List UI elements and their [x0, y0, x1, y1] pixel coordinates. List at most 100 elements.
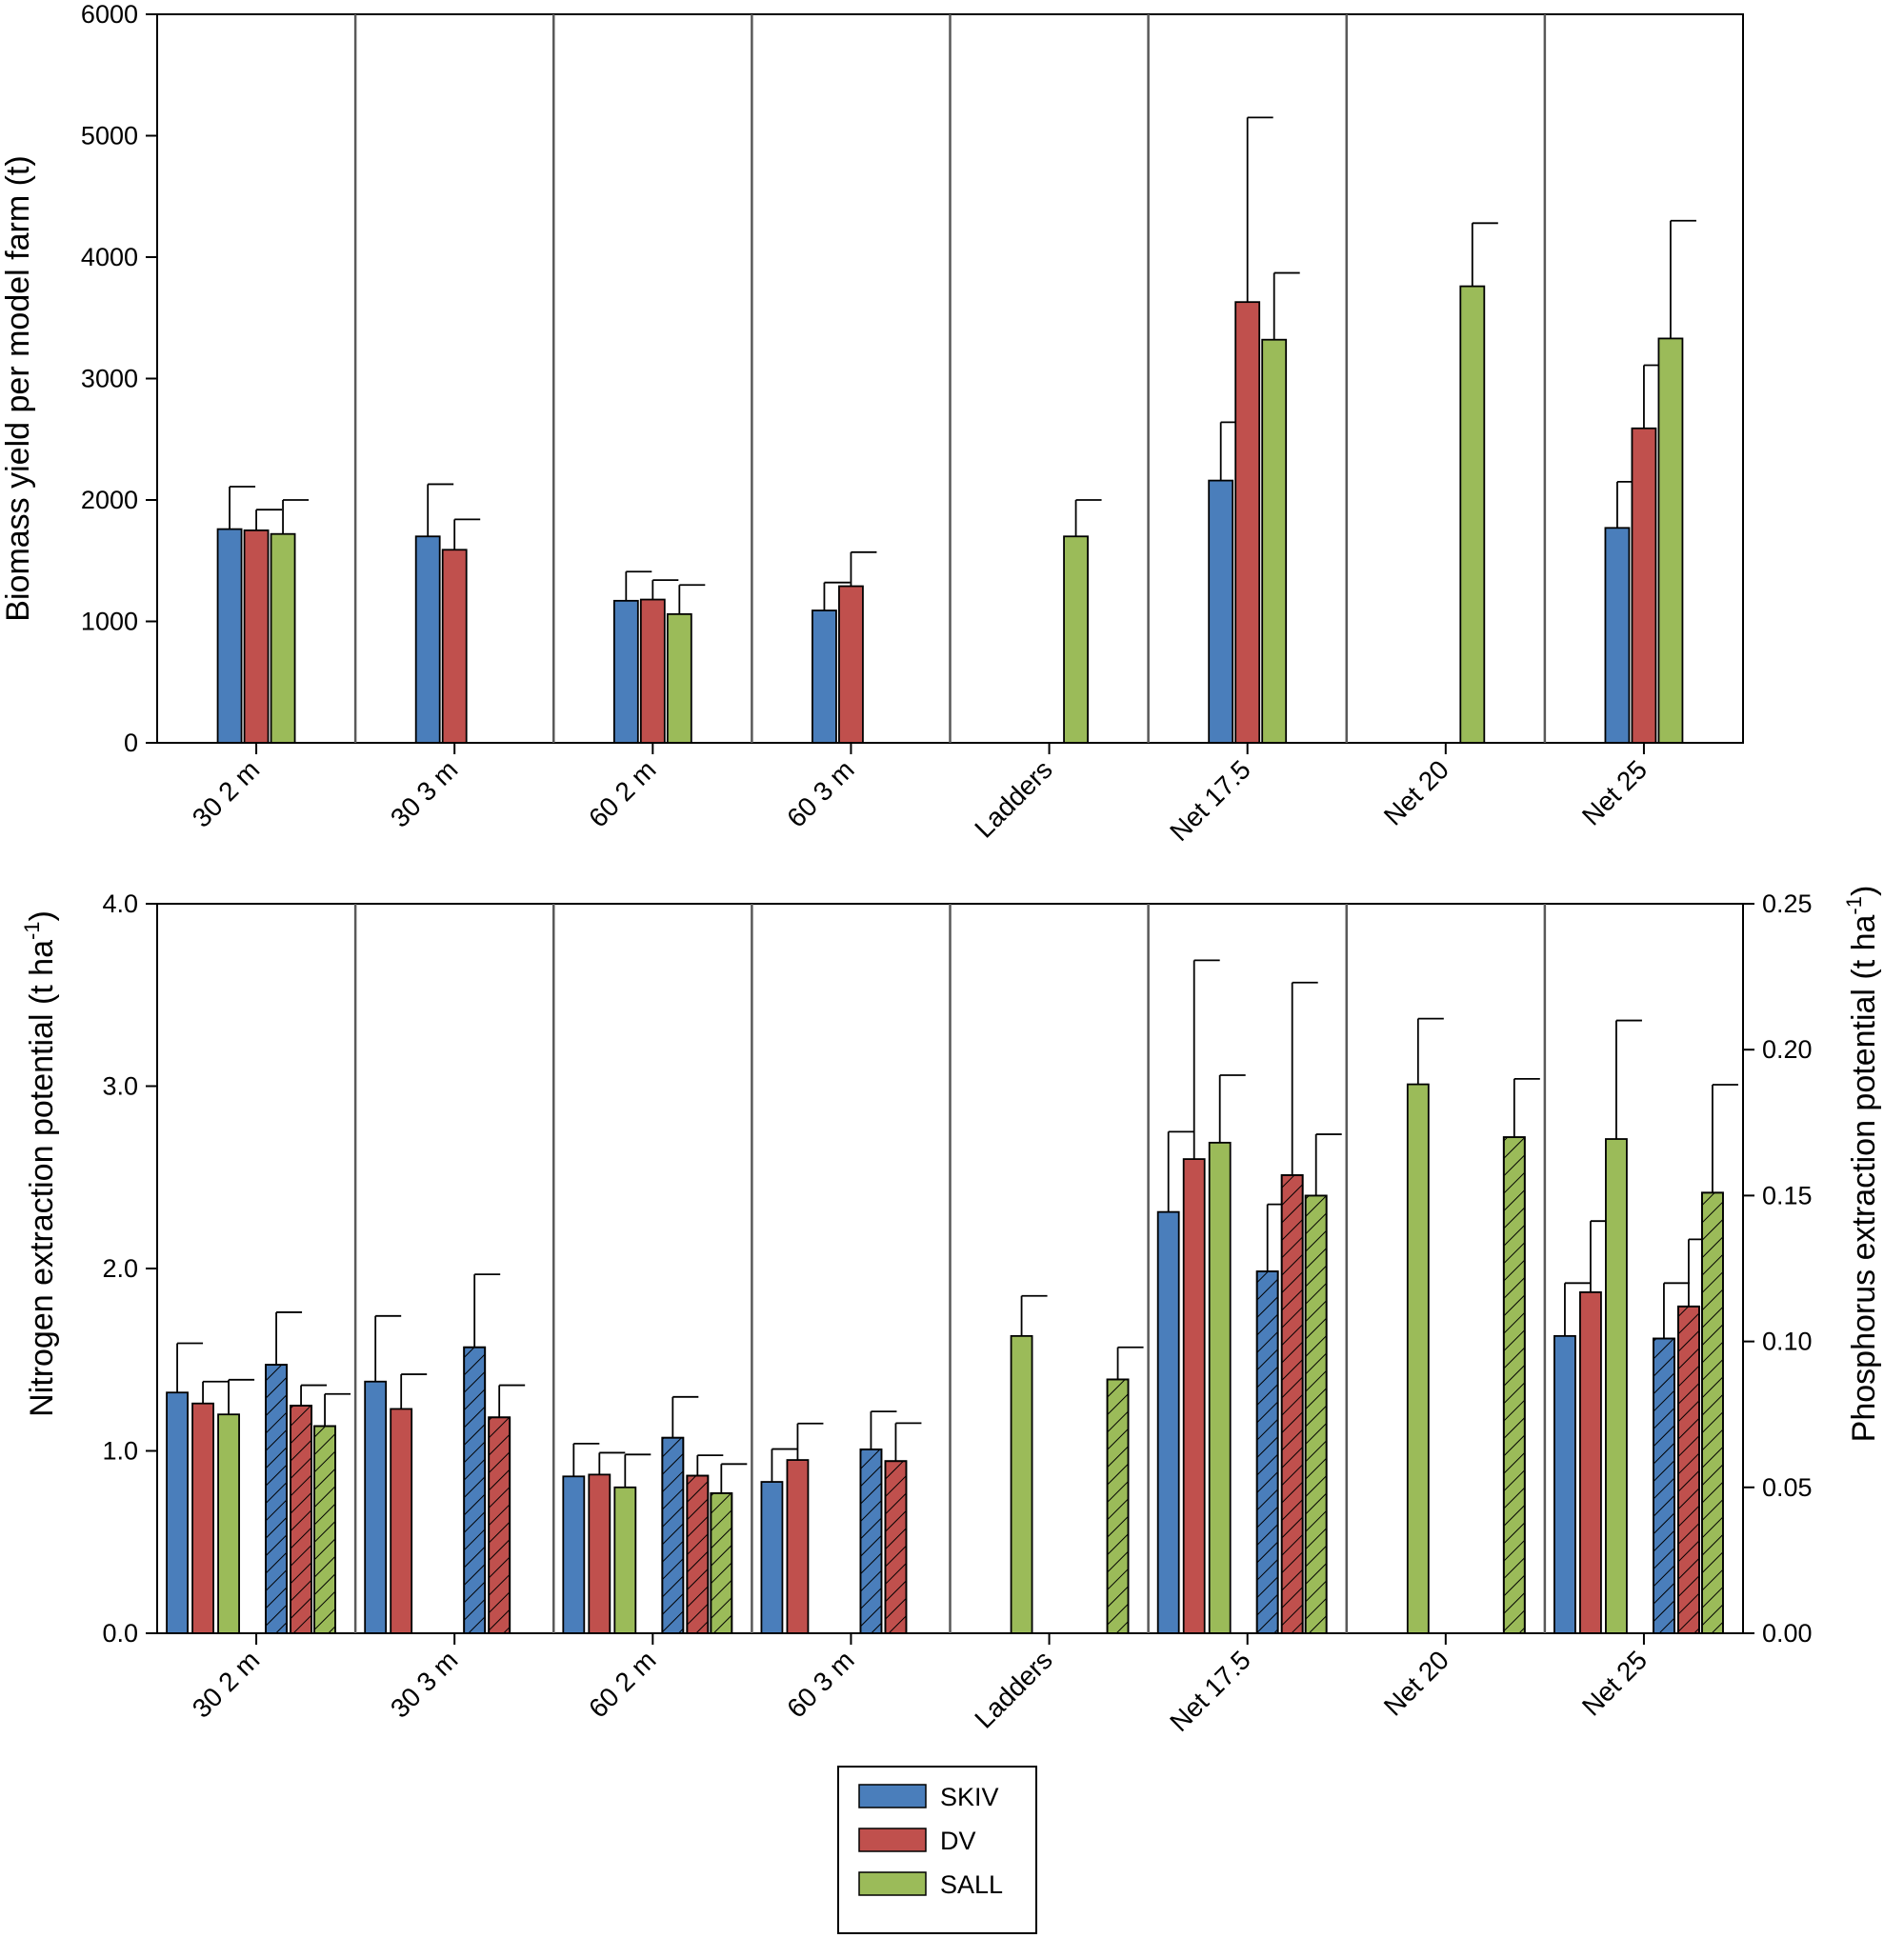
biomass-y-tick-label: 0 — [124, 729, 138, 757]
bar-biomass-skiv-net-25 — [1604, 527, 1631, 744]
bar-nitrogen-skiv-net-17-5 — [1156, 1210, 1180, 1634]
bar-phosphorus-skiv-net-25-hatch — [1653, 1337, 1675, 1634]
bar-biomass-skiv-30-2-m — [216, 528, 243, 744]
nitrogen-y-tick-label: 1.0 — [102, 1437, 138, 1466]
bar-phosphorus-sall-ladders-hatch — [1106, 1378, 1130, 1634]
extraction-category-label-30-3-m: 30 3 m — [385, 1645, 463, 1723]
bar-biomass-dv-30-3-m — [441, 549, 468, 744]
bar-biomass-dv-60-3-m — [838, 585, 864, 744]
bar-biomass-sall-net-17-5 — [1261, 338, 1288, 744]
biomass-chart: 0 1000 2000 3000 4000 5000 6000 30 2 m 30 3 m 60 … — [0, 0, 1744, 847]
bar-nitrogen-sall-net-17-5 — [1208, 1141, 1232, 1634]
biomass-y-tick-label: 6000 — [81, 0, 138, 29]
biomass-y-tick-label: 1000 — [81, 608, 138, 636]
phosphorus-y-axis-title: Phosphorus extraction potential (t ha-1) — [1842, 886, 1882, 1443]
nitrogen-y-axis-title: Nitrogen extraction potential (t ha-1) — [20, 910, 60, 1417]
bar-nitrogen-dv-30-3-m — [390, 1408, 413, 1634]
extraction-category-label-ladders: Ladders — [969, 1645, 1057, 1733]
bar-biomass-sall-net-25 — [1657, 337, 1684, 744]
bar-nitrogen-skiv-net-25 — [1553, 1334, 1576, 1634]
phosphorus-y-tick-label: 0.05 — [1762, 1473, 1813, 1502]
bar-nitrogen-sall-ladders — [1010, 1334, 1033, 1634]
bar-phosphorus-dv-30-3-m-hatch — [488, 1416, 511, 1634]
extraction-category-label-net-17-5: Net 17.5 — [1164, 1645, 1256, 1737]
extraction-category-label-30-2-m: 30 2 m — [187, 1645, 265, 1723]
legend-label-dv: DV — [940, 1827, 976, 1855]
extraction-bars — [166, 959, 1738, 1634]
bar-phosphorus-sall-30-2-m-hatch — [313, 1425, 336, 1634]
legend-label-sall: SALL — [940, 1870, 1003, 1899]
bar-biomass-skiv-net-17-5 — [1208, 479, 1234, 744]
biomass-category-label-net-25: Net 25 — [1576, 754, 1653, 830]
nitrogen-y-tick-label: 2.0 — [102, 1254, 138, 1283]
nitrogen-y-axis-title-main: Nitrogen extraction potential (t ha — [24, 940, 60, 1417]
legend-label-skiv: SKIV — [940, 1783, 999, 1811]
bar-phosphorus-dv-net-17-5-hatch — [1280, 1174, 1304, 1634]
bar-phosphorus-dv-30-2-m-hatch — [290, 1405, 312, 1634]
biomass-y-tick-label: 4000 — [81, 243, 138, 271]
biomass-bars — [216, 116, 1696, 744]
legend-swatch-dv — [858, 1828, 927, 1852]
biomass-category-label-net-17-5: Net 17.5 — [1164, 754, 1256, 847]
bar-phosphorus-skiv-30-3-m-hatch — [463, 1346, 487, 1634]
phosphorus-y-tick-label: 0.00 — [1762, 1619, 1813, 1648]
bar-biomass-dv-30-2-m — [243, 529, 270, 744]
bar-phosphorus-skiv-60-2-m-hatch — [661, 1436, 685, 1634]
bar-nitrogen-sall-30-2-m — [217, 1413, 240, 1634]
bar-biomass-skiv-60-3-m — [812, 609, 837, 744]
bar-biomass-sall-ladders — [1063, 535, 1089, 744]
biomass-category-label-60-2-m: 60 2 m — [583, 754, 661, 832]
legend: SKIV DV SALL — [837, 1766, 1037, 1934]
bar-biomass-dv-60-2-m — [639, 598, 666, 744]
phosphorus-y-axis-title-sup: -1 — [1842, 896, 1866, 915]
extraction-category-label-60-2-m: 60 2 m — [583, 1645, 661, 1723]
biomass-y-tick-label: 3000 — [81, 365, 138, 393]
extraction-category-label-net-25: Net 25 — [1576, 1645, 1653, 1721]
nitrogen-y-tick-label: 0.0 — [102, 1619, 138, 1648]
bar-nitrogen-dv-60-2-m — [588, 1473, 611, 1634]
nitrogen-y-axis-title-end: ) — [24, 910, 60, 921]
bar-biomass-dv-net-25 — [1631, 427, 1657, 744]
biomass-category-label-net-20: Net 20 — [1378, 754, 1454, 830]
bar-biomass-sall-60-2-m — [666, 612, 692, 744]
biomass-y-tick-label: 5000 — [81, 122, 138, 150]
bar-nitrogen-dv-net-25 — [1579, 1290, 1602, 1634]
bar-biomass-sall-30-2-m — [270, 532, 296, 744]
legend-swatch-sall — [858, 1871, 927, 1896]
bar-phosphorus-skiv-30-2-m-hatch — [265, 1364, 288, 1634]
extraction-chart: 0.0 1.0 2.0 3.0 4.0 0.00 0.05 0.10 0.15 0.20 0.25 3… — [20, 886, 1882, 1737]
bar-nitrogen-dv-60-3-m — [786, 1459, 810, 1634]
bar-phosphorus-dv-net-25-hatch — [1677, 1305, 1700, 1634]
bar-nitrogen-dv-30-2-m — [191, 1402, 214, 1634]
phosphorus-y-axis-title-main: Phosphorus extraction potential (t ha — [1846, 914, 1882, 1442]
phosphorus-y-tick-label: 0.15 — [1762, 1181, 1813, 1209]
biomass-category-label-30-2-m: 30 2 m — [187, 754, 265, 832]
biomass-y-tick-label: 2000 — [81, 486, 138, 514]
bar-phosphorus-skiv-60-3-m-hatch — [859, 1449, 883, 1634]
nitrogen-y-tick-label: 3.0 — [102, 1072, 138, 1101]
bar-nitrogen-dv-net-17-5 — [1182, 1158, 1206, 1634]
biomass-y-axis-title: Biomass yield per model farm (t) — [0, 155, 36, 621]
phosphorus-y-tick-label: 0.10 — [1762, 1328, 1813, 1356]
bar-phosphorus-dv-60-2-m-hatch — [686, 1474, 710, 1634]
bar-nitrogen-sall-net-25 — [1605, 1138, 1628, 1634]
phosphorus-y-tick-label: 0.20 — [1762, 1035, 1813, 1064]
bar-biomass-sall-net-20 — [1459, 285, 1486, 744]
bar-phosphorus-skiv-net-17-5-hatch — [1255, 1270, 1279, 1634]
nitrogen-y-axis-title-sup: -1 — [20, 921, 44, 940]
bar-phosphorus-sall-net-17-5-hatch — [1304, 1194, 1328, 1634]
bar-biomass-dv-net-17-5 — [1234, 301, 1261, 744]
extraction-category-label-60-3-m: 60 3 m — [781, 1645, 859, 1723]
biomass-category-label-60-3-m: 60 3 m — [781, 754, 859, 832]
bar-phosphorus-dv-60-3-m-hatch — [884, 1460, 908, 1634]
bar-phosphorus-sall-net-25-hatch — [1701, 1191, 1724, 1634]
phosphorus-y-axis-title-end: ) — [1846, 886, 1882, 896]
biomass-category-label-30-3-m: 30 3 m — [385, 754, 463, 832]
bar-nitrogen-skiv-30-2-m — [166, 1391, 189, 1634]
bar-biomass-skiv-30-3-m — [414, 535, 441, 744]
phosphorus-y-tick-label: 0.25 — [1762, 889, 1813, 918]
biomass-category-label-ladders: Ladders — [969, 754, 1057, 843]
extraction-category-label-net-20: Net 20 — [1378, 1645, 1454, 1721]
biomass-axes: 0 1000 2000 3000 4000 5000 6000 30 2 m 30 3 m 60 … — [81, 0, 1744, 847]
